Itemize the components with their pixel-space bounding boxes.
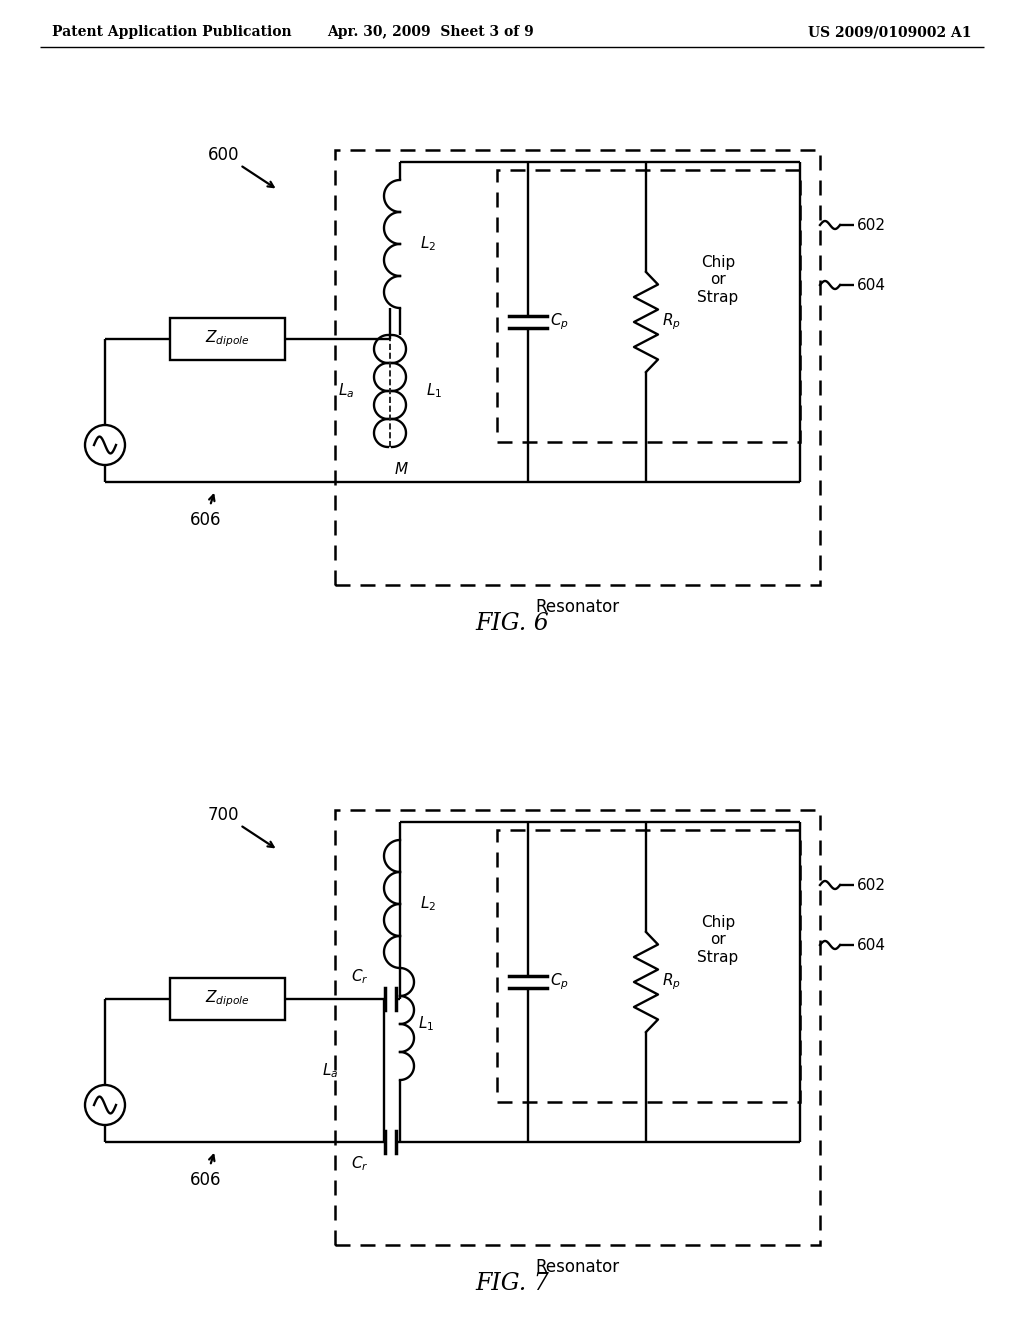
Text: $Z_{dipole}$: $Z_{dipole}$ — [205, 989, 250, 1010]
Text: FIG. 7: FIG. 7 — [475, 1272, 549, 1295]
Text: $L_2$: $L_2$ — [420, 895, 436, 913]
Bar — [497, 830, 800, 1102]
Text: 606: 606 — [190, 511, 221, 529]
Text: $L_2$: $L_2$ — [420, 235, 436, 253]
Text: FIG. 6: FIG. 6 — [475, 612, 549, 635]
Text: Apr. 30, 2009  Sheet 3 of 9: Apr. 30, 2009 Sheet 3 of 9 — [327, 25, 534, 40]
Text: $L_1$: $L_1$ — [426, 381, 442, 400]
Text: 604: 604 — [857, 937, 886, 953]
Text: $L_a$: $L_a$ — [338, 381, 354, 400]
Text: 606: 606 — [190, 1171, 221, 1189]
Text: 602: 602 — [857, 218, 886, 232]
Text: 604: 604 — [857, 277, 886, 293]
Text: 602: 602 — [857, 878, 886, 892]
Text: $C_r$: $C_r$ — [351, 1155, 369, 1173]
Text: $L_a$: $L_a$ — [322, 1061, 338, 1080]
Text: $C_p$: $C_p$ — [550, 972, 569, 993]
Text: 600: 600 — [208, 147, 240, 164]
Text: $Z_{dipole}$: $Z_{dipole}$ — [205, 329, 250, 350]
Text: Resonator: Resonator — [536, 598, 620, 616]
Text: $C_r$: $C_r$ — [351, 968, 369, 986]
Bar — [170, 978, 285, 1020]
Text: $C_p$: $C_p$ — [550, 312, 569, 333]
Bar — [497, 170, 800, 442]
Text: Chip
or
Strap: Chip or Strap — [697, 915, 738, 965]
Text: $R_p$: $R_p$ — [662, 312, 681, 333]
Text: Chip
or
Strap: Chip or Strap — [697, 255, 738, 305]
Text: $M$: $M$ — [394, 461, 409, 477]
Bar — [170, 318, 285, 360]
Text: US 2009/0109002 A1: US 2009/0109002 A1 — [809, 25, 972, 40]
Text: Resonator: Resonator — [536, 1258, 620, 1276]
Text: Patent Application Publication: Patent Application Publication — [52, 25, 292, 40]
Text: $L_1$: $L_1$ — [418, 1015, 434, 1034]
Bar — [335, 810, 820, 1245]
Text: 700: 700 — [208, 807, 240, 824]
Bar — [335, 150, 820, 585]
Text: $R_p$: $R_p$ — [662, 972, 681, 993]
